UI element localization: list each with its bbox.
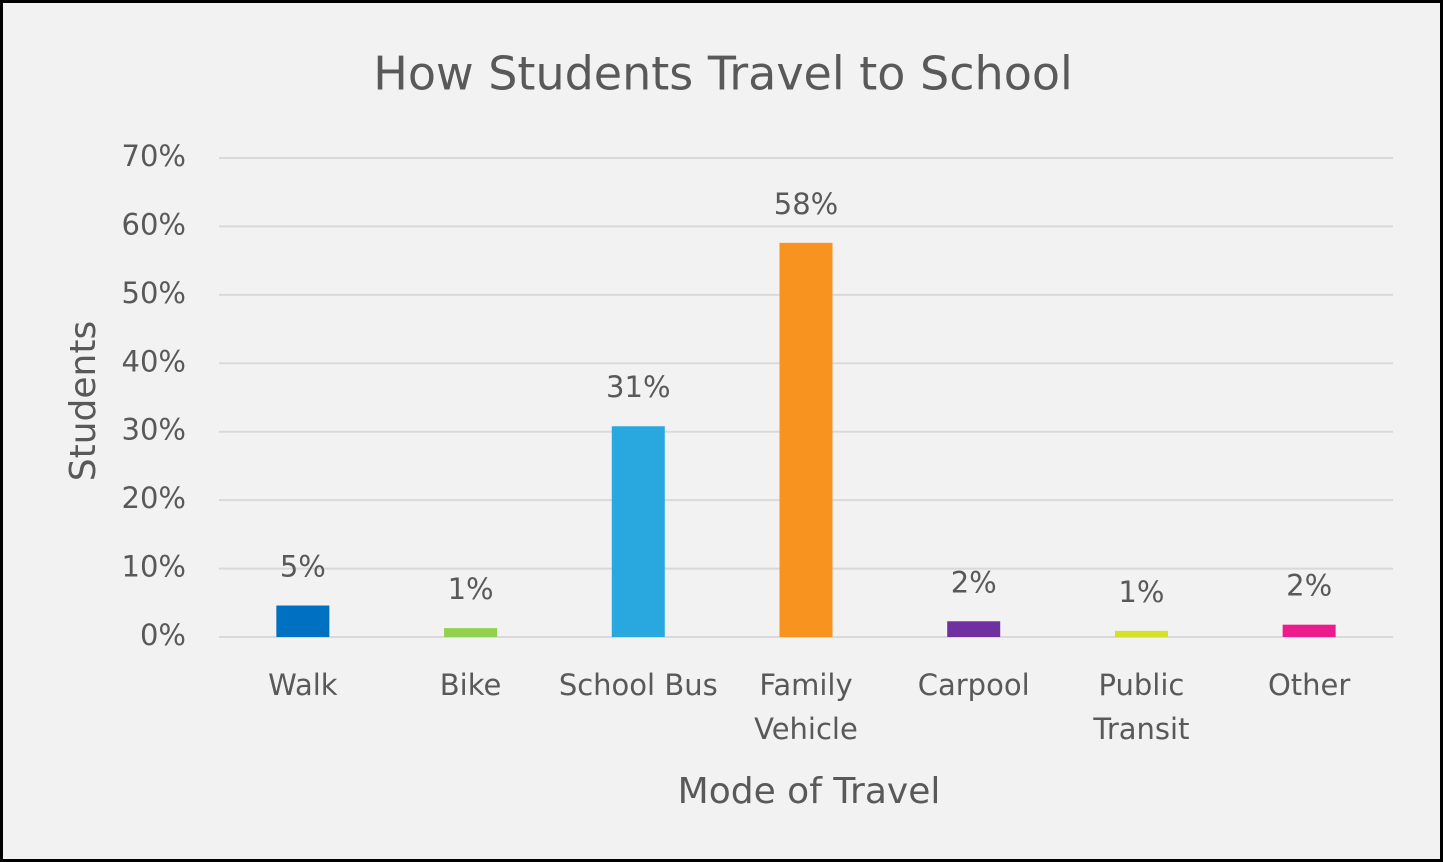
x-tick-label: Bike bbox=[439, 668, 502, 702]
bar bbox=[276, 605, 330, 637]
y-tick-label: 30% bbox=[122, 413, 186, 447]
y-tick-label: 60% bbox=[122, 207, 186, 241]
chart-title: How Students Travel to School bbox=[373, 47, 1073, 101]
bar bbox=[611, 426, 665, 637]
data-label: 2% bbox=[1286, 569, 1332, 603]
data-label: 1% bbox=[1118, 575, 1164, 609]
y-axis-title: Students bbox=[63, 321, 104, 481]
bar bbox=[779, 242, 833, 637]
x-tick-label: Walk bbox=[268, 668, 338, 702]
data-label: 2% bbox=[951, 565, 997, 599]
data-label: 1% bbox=[448, 572, 494, 606]
x-tick-label: Carpool bbox=[917, 668, 1030, 702]
x-tick-label: Family Vehicle bbox=[754, 668, 858, 746]
bar bbox=[947, 621, 1001, 637]
y-tick-label: 70% bbox=[122, 139, 186, 173]
data-label: 5% bbox=[280, 550, 326, 584]
x-tick-label: Public Transit bbox=[1093, 668, 1190, 746]
x-axis-title: Mode of Travel bbox=[678, 771, 941, 812]
y-tick-label: 0% bbox=[140, 618, 186, 652]
x-tick-label: Other bbox=[1267, 668, 1351, 702]
bar bbox=[444, 628, 498, 637]
bar bbox=[1282, 624, 1336, 637]
y-tick-label: 10% bbox=[122, 550, 186, 584]
bar bbox=[1114, 630, 1168, 637]
chart: How Students Travel to School Mode of Tr… bbox=[63, 47, 1393, 812]
data-label: 58% bbox=[774, 187, 838, 221]
y-tick-label: 50% bbox=[122, 276, 186, 310]
y-tick-label: 40% bbox=[122, 344, 186, 378]
x-tick-label: School Bus bbox=[558, 668, 718, 702]
y-tick-label: 20% bbox=[122, 481, 186, 515]
data-label: 31% bbox=[606, 370, 670, 404]
